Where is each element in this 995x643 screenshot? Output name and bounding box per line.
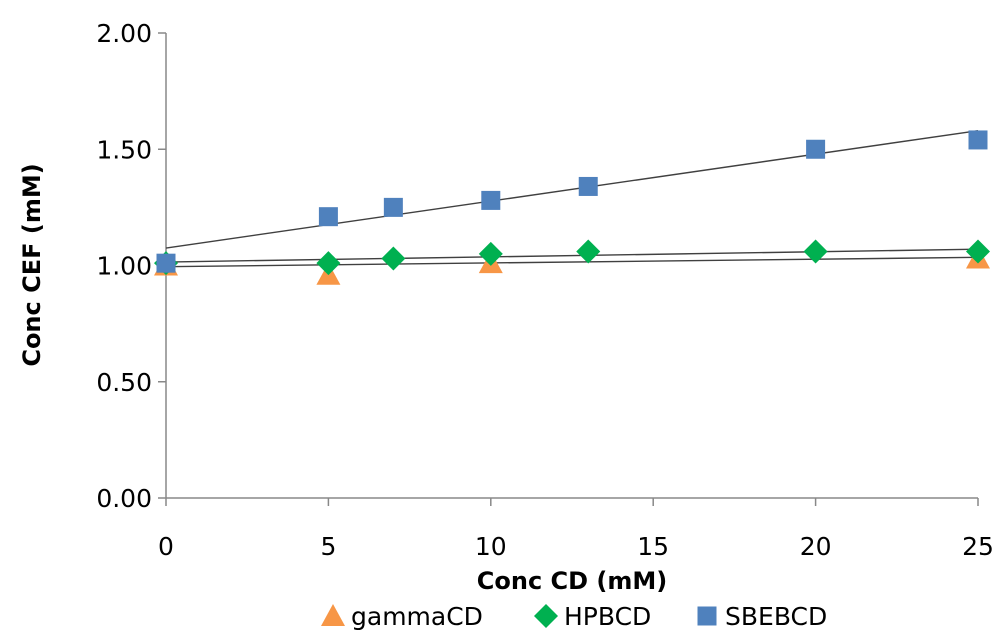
data-point-sbebcd [806, 139, 826, 159]
legend-marker-hpbcd [534, 604, 558, 628]
legend-label: HPBCD [564, 602, 651, 631]
x-tick-label: 25 [962, 532, 994, 561]
legend-label: gammaCD [351, 602, 483, 631]
legend: gammaCD HPBCD SBEBCD [321, 602, 827, 631]
x-axis-title: Conc CD (mM) [477, 567, 668, 595]
legend-marker-sbebcd [697, 606, 717, 626]
data-point-sbebcd [318, 207, 338, 227]
x-tick-label: 0 [158, 532, 174, 561]
data-point-sbebcd [156, 253, 176, 273]
y-tick-label: 2.00 [96, 19, 152, 48]
x-tick-label: 10 [475, 532, 507, 561]
y-tick-label: 1.00 [96, 252, 152, 281]
data-point-hpbcd [966, 239, 990, 264]
data-point-hpbcd [803, 239, 828, 264]
legend-label: SBEBCD [725, 602, 827, 631]
y-tick-label: 0.50 [96, 368, 152, 397]
data-point-hpbcd [316, 251, 341, 276]
y-axis-title: Conc CEF (mM) [18, 163, 46, 366]
data-point-hpbcd [478, 241, 503, 266]
axes: 0.00 0.50 1.00 1.50 2.00 0 5 10 15 20 25 [96, 19, 994, 561]
trendlines [165, 129, 979, 268]
data-point-hpbcd [576, 239, 601, 264]
y-tick-label: 1.50 [96, 135, 152, 164]
x-tick-label: 20 [800, 532, 832, 561]
trendline-hpbcd [165, 248, 979, 263]
data-point-sbebcd [481, 190, 501, 210]
y-tick-label: 0.00 [96, 484, 152, 513]
data-point-sbebcd [968, 130, 988, 150]
trendline-gammacd [165, 256, 979, 268]
x-tick-label: 5 [320, 532, 336, 561]
data-markers [154, 130, 990, 285]
trendline-sbebcd [165, 129, 979, 249]
x-tick-label: 15 [637, 532, 669, 561]
legend-marker-gammacd [321, 604, 345, 626]
data-point-hpbcd [381, 246, 406, 271]
data-point-sbebcd [578, 176, 598, 196]
data-point-sbebcd [383, 197, 403, 217]
